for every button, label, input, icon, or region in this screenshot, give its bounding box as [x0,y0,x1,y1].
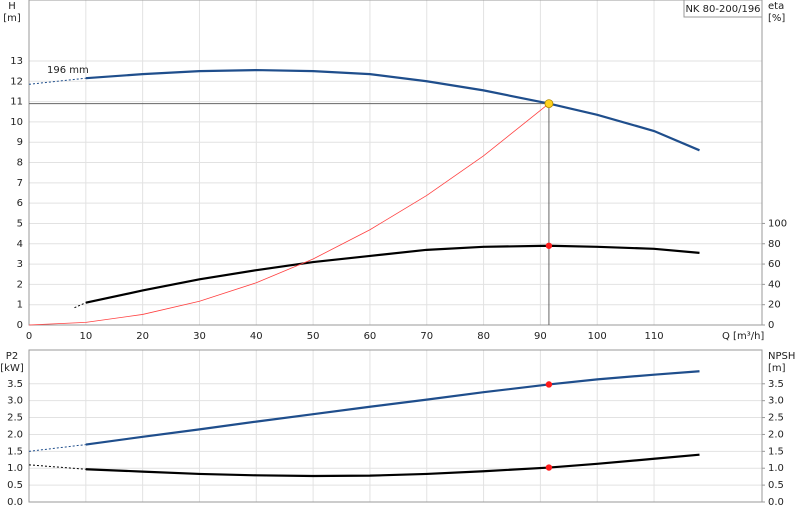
y2-axis-label: [%] [768,13,785,24]
y-tick-label: 11 [10,97,23,108]
y2-tick-label: 20 [768,300,781,311]
x-axis-label: Q [m³/h] [722,331,764,342]
operating-point [545,381,553,388]
x-tick-label: 100 [588,331,607,342]
y-tick-label: 9 [17,137,23,148]
curve [85,68,700,152]
x-tick-label: 20 [136,331,149,342]
y2-tick-label: 40 [768,279,781,290]
plot-frame [28,0,763,326]
y2-axis-label: eta [768,1,784,12]
y2-tick-label: 3.0 [768,396,784,407]
y-tick-label: 1.5 [7,446,23,457]
curve [28,464,86,470]
y-tick-label: 2 [17,279,23,290]
y-tick-label: 1.0 [7,463,23,474]
y-axis-label: H [8,1,16,12]
y-tick-label: 0 [17,320,23,331]
y-tick-label: 0.0 [7,497,23,508]
chart-title: NK 80-200/196 [685,4,760,15]
x-tick-label: 70 [420,331,433,342]
y-tick-label: 8 [17,158,23,169]
title-box [683,0,763,18]
plot-area [29,350,762,502]
x-tick-label: 30 [193,331,206,342]
curve-annotation: 196 mm [47,65,89,76]
curve [85,370,700,446]
y2-tick-label: 80 [768,239,781,250]
x-tick-label: 80 [477,331,490,342]
y2-tick-label: 2.5 [768,413,784,424]
y2-tick-label: 1.5 [768,446,784,457]
curve [85,453,700,478]
y-tick-label: 13 [10,56,23,67]
y-axis-label: P2 [6,351,18,362]
y-tick-label: 5 [17,218,23,229]
y-tick-label: 2.5 [7,413,23,424]
y-tick-label: 4 [17,239,23,250]
x-tick-label: 40 [250,331,263,342]
curve [28,77,86,85]
y2-tick-label: 60 [768,259,781,270]
y-axis-label: [kW] [0,363,24,374]
y-tick-label: 3.0 [7,396,23,407]
y2-tick-label: 0.0 [768,497,784,508]
x-tick-label: 10 [79,331,92,342]
x-tick-label: 90 [534,331,547,342]
y-tick-label: 1 [17,300,23,311]
operating-point [545,464,553,471]
plot-frame [28,349,763,503]
y2-axis-label: [m] [768,363,786,374]
y2-tick-label: 0 [768,320,774,331]
y-tick-label: 3 [17,259,23,270]
curve [28,103,550,326]
y-axis-label: [m] [3,13,21,24]
x-tick-label: 60 [364,331,377,342]
y2-tick-label: 100 [768,218,787,229]
y2-tick-label: 1.0 [768,463,784,474]
y-tick-label: 0.5 [7,480,23,491]
curve [85,244,700,304]
operating-point [544,99,554,108]
x-tick-label: 50 [307,331,320,342]
x-tick-label: 110 [644,331,663,342]
y-tick-label: 12 [10,76,23,87]
y2-tick-label: 2.0 [768,429,784,440]
x-tick-label: 0 [26,331,32,342]
y-tick-label: 3.5 [7,379,23,390]
y-tick-label: 2.0 [7,429,23,440]
y-tick-label: 7 [17,178,23,189]
y2-tick-label: 3.5 [768,379,784,390]
curve [28,444,86,452]
operating-point [545,242,553,249]
y-tick-label: 10 [10,117,23,128]
y2-tick-label: 0.5 [768,480,784,491]
y-tick-label: 6 [17,198,23,209]
y2-axis-label: NPSH [768,351,795,362]
